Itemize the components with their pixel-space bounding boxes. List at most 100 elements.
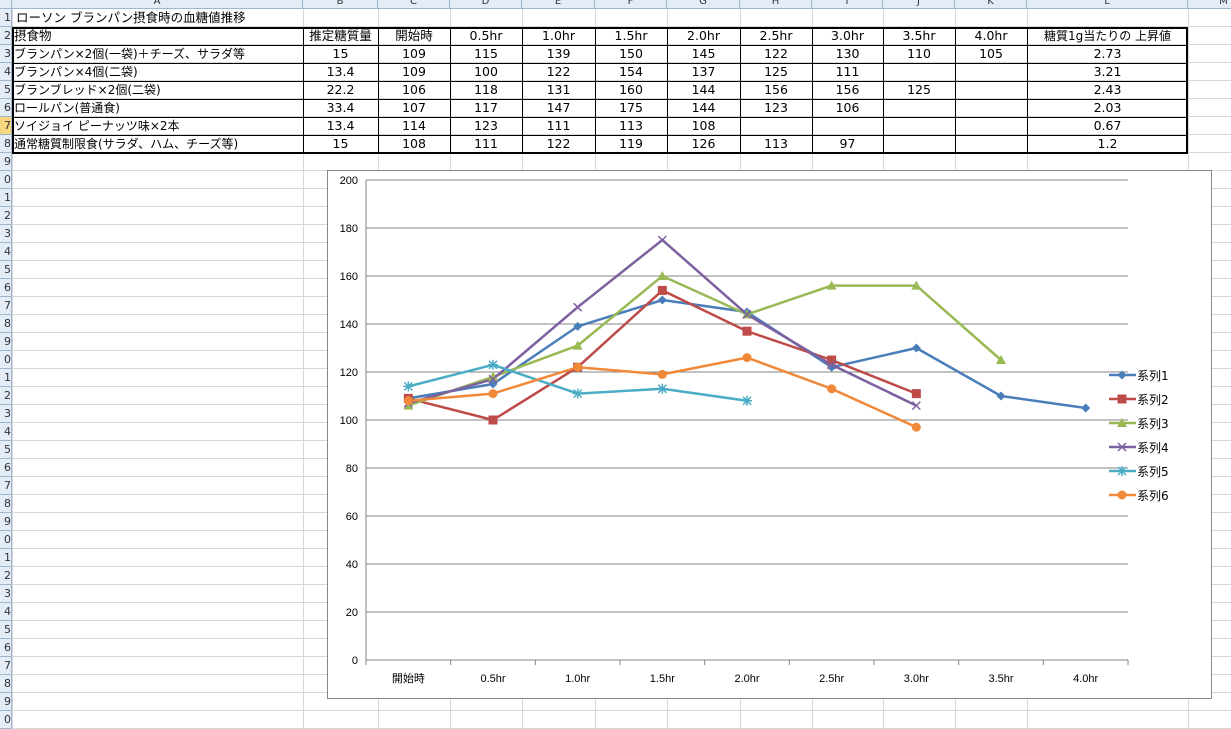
value-cell[interactable]: 150 <box>619 46 643 61</box>
series-line-2[interactable] <box>408 289 917 422</box>
value-cell[interactable]: 33.4 <box>326 100 355 115</box>
column-header-E[interactable]: E <box>522 0 595 9</box>
value-cell[interactable] <box>740 117 812 135</box>
column-header-I[interactable]: I <box>812 0 883 9</box>
value-cell[interactable]: 2.43 <box>1093 82 1122 97</box>
series-line-3[interactable] <box>407 274 1002 407</box>
value-cell[interactable]: 108 <box>691 118 716 133</box>
value-cell[interactable]: 22.2 <box>326 82 355 97</box>
value-cell[interactable]: 125 <box>907 82 931 97</box>
value-cell[interactable]: 2.03 <box>1093 100 1122 115</box>
row-header[interactable]: 9 <box>0 513 12 531</box>
value-cell[interactable]: 115 <box>474 46 498 61</box>
header-cell[interactable]: 3.5hr <box>902 28 936 43</box>
row-header[interactable]: 6 <box>0 99 12 117</box>
row-header[interactable]: 7 <box>0 657 12 675</box>
value-cell[interactable]: 100 <box>474 64 498 79</box>
row-header[interactable]: 5 <box>0 81 12 99</box>
food-name-cell[interactable]: ブランパン×2個(一袋)＋チーズ、サラダ等 <box>14 47 246 61</box>
value-cell[interactable]: 113 <box>619 118 643 133</box>
row-header[interactable]: 1 <box>0 9 12 27</box>
row-header[interactable]: 6 <box>0 459 12 477</box>
row-header[interactable]: 7 <box>0 117 12 135</box>
value-cell[interactable]: 0.67 <box>1093 118 1122 133</box>
sheet-title[interactable]: ローソン ブランパン摂食時の血糖値推移 <box>16 10 246 25</box>
value-cell[interactable]: 15 <box>332 46 349 61</box>
row-header[interactable]: 8 <box>0 495 12 513</box>
value-cell[interactable]: 122 <box>764 46 788 61</box>
chart-legend[interactable]: 系列1 系列2 系列3 系列4 系列5 系列6 <box>1109 369 1169 503</box>
row-header[interactable]: 8 <box>0 315 12 333</box>
value-cell[interactable]: 97 <box>839 136 856 151</box>
row-header[interactable]: 3 <box>0 585 12 603</box>
column-header-H[interactable]: H <box>740 0 812 9</box>
row-header[interactable]: 2 <box>0 27 12 45</box>
column-header-K[interactable]: K <box>955 0 1027 9</box>
header-cell[interactable]: 糖質1g当たりの 上昇値 <box>1043 29 1172 43</box>
row-header[interactable]: 0 <box>0 351 12 369</box>
header-cell[interactable]: 1.0hr <box>542 28 575 43</box>
value-cell[interactable]: 144 <box>691 82 716 97</box>
food-name-cell[interactable]: ソイジョイ ピーナッツ味×2本 <box>14 119 180 133</box>
row-header[interactable]: 0 <box>0 171 12 189</box>
header-cell[interactable]: 2.5hr <box>759 28 793 43</box>
row-header[interactable]: 2 <box>0 567 12 585</box>
food-name-cell[interactable]: 通常糖質制限食(サラダ、ハム、チーズ等) <box>14 137 239 151</box>
value-cell[interactable] <box>812 117 883 135</box>
column-header-L[interactable]: L <box>1027 0 1188 9</box>
row-header[interactable]: 9 <box>0 333 12 351</box>
value-cell[interactable]: 1.2 <box>1097 136 1118 151</box>
value-cell[interactable]: 137 <box>691 64 716 79</box>
value-cell[interactable]: 2.73 <box>1093 46 1122 61</box>
row-header[interactable]: 5 <box>0 261 12 279</box>
value-cell[interactable]: 110 <box>907 46 931 61</box>
row-header[interactable]: 5 <box>0 621 12 639</box>
value-cell[interactable]: 117 <box>474 100 498 115</box>
header-cell[interactable]: 推定糖質量 <box>309 28 372 43</box>
row-header[interactable]: 1 <box>0 369 12 387</box>
value-cell[interactable]: 15 <box>332 136 349 151</box>
row-header[interactable]: 4 <box>0 423 12 441</box>
food-name-cell[interactable]: ブランパン×4個(二袋) <box>14 65 138 79</box>
row-header[interactable]: 6 <box>0 639 12 657</box>
column-header-J[interactable]: J <box>883 0 955 9</box>
value-cell[interactable]: 175 <box>619 100 643 115</box>
header-cell[interactable]: 0.5hr <box>469 28 503 43</box>
value-cell[interactable] <box>955 117 1027 135</box>
row-header[interactable]: 1 <box>0 189 12 207</box>
series-line-4[interactable] <box>407 238 917 407</box>
row-header[interactable]: 4 <box>0 603 12 621</box>
value-cell[interactable]: 114 <box>402 118 426 133</box>
value-cell[interactable]: 111 <box>546 118 571 133</box>
value-cell[interactable]: 118 <box>474 82 498 97</box>
row-header[interactable]: 6 <box>0 279 12 297</box>
value-cell[interactable]: 108 <box>402 136 426 151</box>
value-cell[interactable]: 109 <box>402 64 426 79</box>
value-cell[interactable]: 130 <box>835 46 860 61</box>
value-cell[interactable]: 113 <box>764 136 788 151</box>
value-cell[interactable]: 106 <box>402 82 426 97</box>
column-header-G[interactable]: G <box>667 0 740 9</box>
value-cell[interactable]: 107 <box>402 100 426 115</box>
column-header-B[interactable]: B <box>303 0 378 9</box>
value-cell[interactable] <box>955 81 1027 99</box>
value-cell[interactable]: 123 <box>764 100 788 115</box>
value-cell[interactable]: 131 <box>546 82 571 97</box>
row-header[interactable]: 3 <box>0 405 12 423</box>
value-cell[interactable]: 147 <box>546 100 571 115</box>
value-cell[interactable] <box>955 135 1027 153</box>
row-header[interactable]: 1 <box>0 549 12 567</box>
select-all-corner[interactable] <box>0 0 12 9</box>
food-name-cell[interactable]: ロールパン(普通食) <box>14 101 120 115</box>
value-cell[interactable]: 139 <box>546 46 571 61</box>
value-cell[interactable]: 105 <box>979 46 1003 61</box>
value-cell[interactable]: 125 <box>764 64 788 79</box>
value-cell[interactable]: 109 <box>402 46 426 61</box>
value-cell[interactable]: 144 <box>691 100 716 115</box>
row-header[interactable]: 3 <box>0 45 12 63</box>
row-header[interactable]: 4 <box>0 243 12 261</box>
column-header-D[interactable]: D <box>450 0 522 9</box>
value-cell[interactable]: 156 <box>835 82 860 97</box>
row-header[interactable]: 5 <box>0 441 12 459</box>
value-cell[interactable]: 123 <box>474 118 498 133</box>
